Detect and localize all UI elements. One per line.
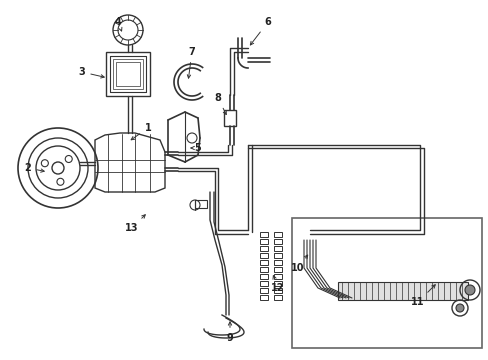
Bar [273, 260, 282, 265]
Bar [273, 274, 282, 279]
Text: 5: 5 [191, 143, 201, 153]
Bar [110, 56, 146, 92]
Bar [260, 232, 267, 237]
Text: 2: 2 [24, 163, 44, 173]
Bar [273, 295, 282, 300]
Text: 6: 6 [250, 17, 271, 45]
Bar [273, 288, 282, 293]
Text: 10: 10 [291, 255, 307, 273]
Bar [273, 281, 282, 286]
Bar [260, 267, 267, 272]
Bar [260, 281, 267, 286]
Bar [195, 200, 206, 208]
Bar [110, 56, 146, 92]
Text: 11: 11 [410, 285, 434, 307]
Text: 9: 9 [226, 322, 233, 343]
Text: 3: 3 [79, 67, 104, 78]
Text: 12: 12 [271, 276, 284, 293]
Bar [337, 282, 467, 300]
Circle shape [455, 304, 463, 312]
Bar [260, 239, 267, 244]
Bar [116, 62, 140, 86]
Bar [273, 239, 282, 244]
Bar [224, 110, 236, 126]
Bar [291, 218, 481, 348]
Text: 4: 4 [114, 17, 122, 31]
Bar [106, 52, 150, 96]
Text: 1: 1 [131, 123, 151, 140]
Bar [260, 246, 267, 251]
Bar [273, 246, 282, 251]
Circle shape [464, 285, 474, 295]
Bar [260, 274, 267, 279]
Bar [260, 295, 267, 300]
Bar [260, 253, 267, 258]
Bar [260, 288, 267, 293]
Bar [113, 59, 142, 89]
Text: 7: 7 [187, 47, 195, 78]
Bar [273, 253, 282, 258]
Bar [273, 232, 282, 237]
Bar [273, 267, 282, 272]
Bar [260, 260, 267, 265]
Text: 13: 13 [125, 215, 145, 233]
Text: 8: 8 [214, 93, 226, 114]
